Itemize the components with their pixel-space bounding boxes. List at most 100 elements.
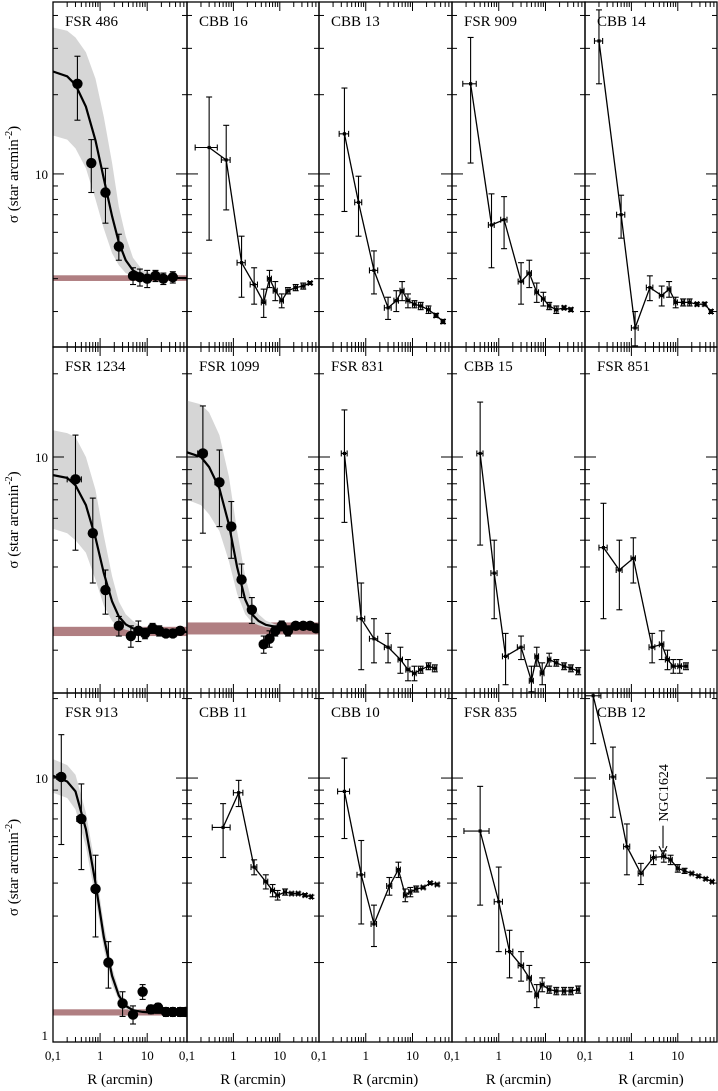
y-tick-label: 10 <box>35 450 48 465</box>
data-point <box>688 870 695 877</box>
data-point <box>340 409 348 523</box>
data-point <box>682 662 689 671</box>
data-marker <box>662 854 666 858</box>
panel-frame <box>584 692 718 1043</box>
data-marker <box>709 309 713 314</box>
data-point <box>307 280 314 287</box>
panel-title: CBB 12 <box>597 705 646 721</box>
panel-plot-area <box>598 502 689 674</box>
x-tick-label: 1 <box>362 1048 369 1063</box>
data-point <box>546 301 553 311</box>
data-point <box>561 304 568 311</box>
data-marker <box>273 289 277 293</box>
data-point <box>395 861 402 879</box>
king-profile-fit-line <box>53 774 187 1014</box>
data-marker <box>554 661 558 665</box>
data-marker <box>554 989 558 993</box>
data-marker <box>224 158 228 162</box>
data-point <box>302 892 309 899</box>
data-point <box>658 630 665 661</box>
data-marker <box>308 281 312 285</box>
data-marker <box>271 888 275 893</box>
data-point <box>616 194 626 239</box>
data-point <box>310 623 319 634</box>
panel-plot-area <box>476 401 582 693</box>
data-marker <box>137 986 148 997</box>
panel-frame <box>186 1 320 348</box>
panel-plot-area <box>338 87 447 325</box>
data-point <box>650 850 657 866</box>
data-marker <box>167 1006 179 1018</box>
data-point <box>404 658 411 682</box>
data-point <box>127 1005 139 1025</box>
data-marker <box>426 664 431 668</box>
data-marker <box>356 200 361 204</box>
data-marker <box>704 877 708 881</box>
data-marker <box>619 213 623 217</box>
data-point <box>150 269 161 283</box>
data-point <box>220 124 231 211</box>
x-tick-label: 10 <box>539 1048 552 1063</box>
data-point <box>585 693 602 745</box>
data-point <box>137 984 148 1000</box>
data-point <box>249 267 259 305</box>
data-point <box>427 880 434 887</box>
axis-ticks <box>186 693 320 1042</box>
data-point <box>553 658 560 667</box>
data-marker <box>529 679 534 683</box>
data-marker <box>396 867 401 872</box>
axis-ticks <box>451 2 586 347</box>
data-point <box>66 434 82 551</box>
y-axis-label: σ (star arcmin-2) <box>4 126 22 223</box>
panel-plot-area <box>463 785 582 1009</box>
data-marker <box>688 300 692 304</box>
panel-title: FSR 913 <box>65 705 118 721</box>
data-point <box>533 646 540 667</box>
data-marker <box>267 277 272 281</box>
data-point <box>670 658 677 674</box>
y-axis-label-close: ) <box>6 819 22 824</box>
data-point <box>226 500 237 559</box>
data-point <box>630 310 639 347</box>
data-point <box>463 785 490 906</box>
data-point <box>701 301 708 308</box>
data-marker <box>591 694 595 698</box>
y-axis-label-sup: -2 <box>4 131 15 139</box>
data-marker <box>669 858 673 862</box>
data-marker <box>264 633 275 644</box>
data-marker <box>113 241 125 252</box>
panel-title: CBB 14 <box>597 14 646 30</box>
data-point <box>526 964 533 993</box>
data-point <box>167 1006 179 1018</box>
data-point <box>546 985 553 994</box>
data-marker <box>547 987 551 992</box>
x-tick-label: 1 <box>230 1048 237 1063</box>
data-marker <box>617 568 621 572</box>
axis-ticks <box>584 347 718 693</box>
data-point <box>413 885 420 893</box>
profile-line <box>343 453 436 675</box>
profile-line <box>479 453 579 684</box>
data-point <box>680 298 687 307</box>
x-tick-label: 0,1 <box>444 1048 460 1063</box>
data-marker <box>408 890 412 894</box>
data-point <box>664 649 671 671</box>
data-marker <box>519 279 523 284</box>
data-marker <box>660 642 664 646</box>
data-marker <box>651 855 656 860</box>
data-marker <box>562 306 566 310</box>
data-point <box>658 285 665 307</box>
y-axis-label-main: σ (star arcmin <box>6 484 22 568</box>
data-marker <box>294 285 298 290</box>
data-marker <box>139 628 151 639</box>
axis-ticks <box>186 2 320 347</box>
data-marker <box>421 885 425 890</box>
data-marker <box>674 300 678 304</box>
background-level-band <box>53 1009 187 1016</box>
data-point <box>284 287 291 295</box>
data-point <box>598 502 608 620</box>
data-marker <box>90 883 101 895</box>
data-marker <box>527 271 531 275</box>
data-point <box>561 662 568 671</box>
data-marker <box>682 869 687 873</box>
